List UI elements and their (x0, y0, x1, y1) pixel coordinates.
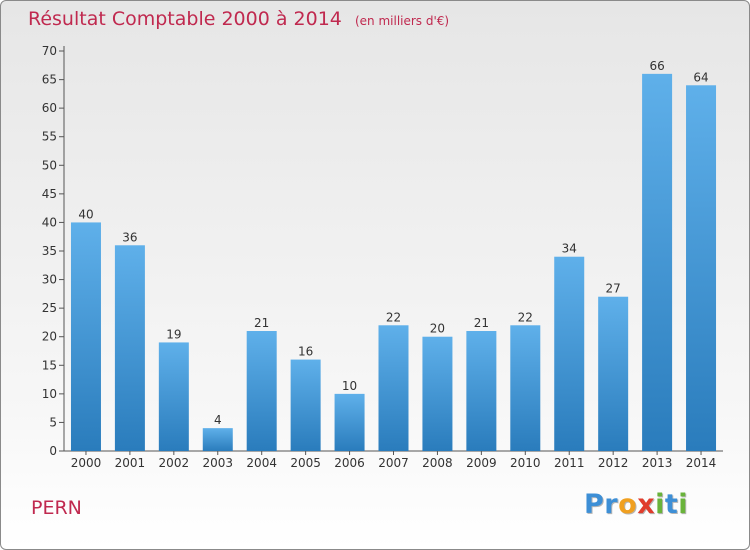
bar (554, 256, 585, 451)
bar (334, 393, 365, 451)
x-tick-label: 2007 (378, 456, 409, 470)
logo-letter: i (678, 489, 689, 520)
y-tick-label: 25 (42, 301, 57, 315)
bar-value-label: 66 (649, 59, 664, 73)
town-name: PERN (31, 497, 82, 519)
bar-value-label: 4 (214, 413, 222, 427)
x-tick-label: 2001 (115, 456, 146, 470)
bar (158, 342, 189, 451)
x-tick-label: 2003 (202, 456, 233, 470)
y-tick-label: 60 (42, 101, 57, 115)
bar-value-label: 21 (474, 316, 489, 330)
bar (466, 331, 497, 451)
bar-value-label: 20 (430, 322, 445, 336)
logo-letter: o (618, 489, 638, 520)
bar-value-label: 36 (122, 230, 137, 244)
y-tick-label: 20 (42, 330, 57, 344)
logo-letter: r (604, 489, 619, 520)
y-tick-label: 55 (42, 130, 57, 144)
bar (686, 85, 717, 452)
y-tick-label: 15 (42, 358, 57, 372)
bar-value-label: 27 (606, 282, 621, 296)
y-tick-label: 45 (42, 187, 57, 201)
bar-value-label: 34 (562, 242, 577, 256)
bar-value-label: 16 (298, 345, 313, 359)
bar-value-label: 10 (342, 379, 357, 393)
bar (246, 331, 277, 451)
logo-letter: t (664, 489, 679, 520)
x-tick-label: 2010 (510, 456, 541, 470)
chart-subtitle: (en milliers d'€) (354, 14, 450, 28)
logo-letter: x (637, 489, 656, 520)
y-tick-label: 35 (42, 244, 57, 258)
chart-labels: 40 2000 36 2001 19 2002 4 2003 21 2004 16 2005 10 200… (71, 59, 717, 470)
bar-value-label: 21 (254, 316, 269, 330)
x-tick-label: 2014 (686, 456, 717, 470)
logo-letter: i (655, 489, 665, 520)
bar-value-label: 22 (518, 310, 533, 324)
bar (598, 296, 629, 451)
x-tick-label: 2005 (290, 456, 321, 470)
bar (510, 325, 541, 451)
y-tick-label: 5 (49, 415, 57, 429)
bar (70, 222, 101, 451)
proxiti-logo[interactable]: Proxiti (584, 489, 688, 520)
y-tick-label: 70 (42, 44, 57, 58)
bar-value-label: 22 (386, 310, 401, 324)
x-tick-label: 2002 (159, 456, 190, 470)
y-tick-label: 30 (42, 273, 57, 287)
x-tick-label: 2000 (71, 456, 102, 470)
bar (422, 336, 453, 451)
chart-title: Résultat Comptable 2000 à 2014 (28, 8, 342, 30)
bar (202, 428, 233, 451)
x-tick-label: 2006 (334, 456, 365, 470)
chart-bars (70, 73, 717, 452)
x-tick-label: 2009 (466, 456, 497, 470)
y-tick-label: 0 (49, 444, 57, 458)
x-tick-label: 2004 (246, 456, 277, 470)
bar (290, 359, 321, 451)
logo-letter: P (584, 489, 605, 520)
bar (114, 245, 145, 451)
y-tick-label: 50 (42, 158, 57, 172)
bar-value-label: 40 (78, 207, 93, 221)
y-tick-label: 40 (42, 215, 57, 229)
bar (642, 73, 673, 451)
y-tick-label: 10 (42, 387, 57, 401)
x-tick-label: 2008 (422, 456, 453, 470)
bar (378, 325, 409, 451)
x-tick-label: 2013 (642, 456, 673, 470)
bar-value-label: 64 (693, 70, 708, 84)
bar-value-label: 19 (166, 327, 181, 341)
chart-title-block: Résultat Comptable 2000 à 2014 (en milli… (28, 8, 449, 30)
x-tick-label: 2012 (598, 456, 629, 470)
x-tick-label: 2011 (554, 456, 585, 470)
y-tick-label: 65 (42, 73, 57, 87)
